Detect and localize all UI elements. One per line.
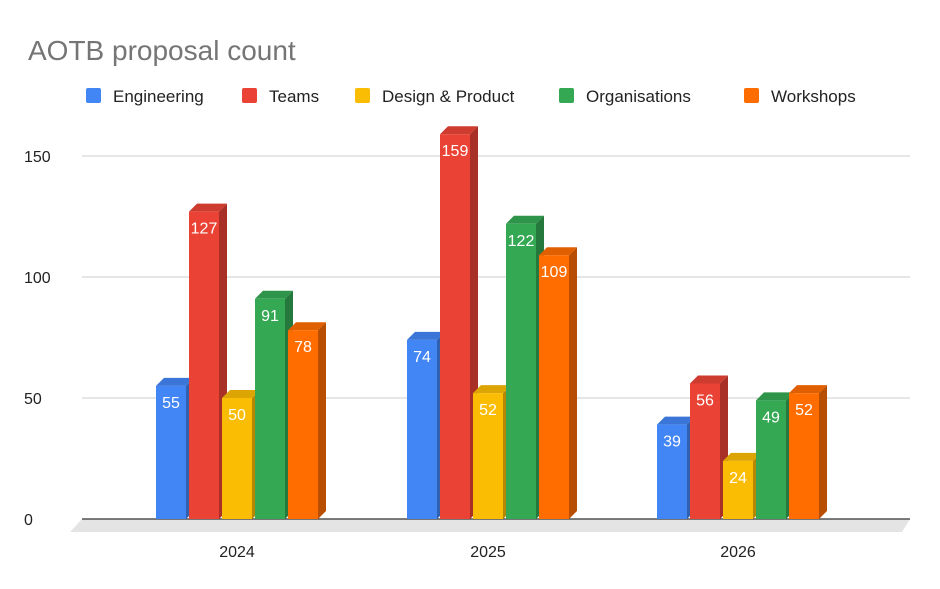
bar-top [690, 375, 728, 384]
bar-2026-engineering: 39 [657, 416, 695, 519]
bar-side [569, 247, 577, 519]
bar-top [506, 215, 544, 224]
legend-label: Organisations [586, 87, 691, 106]
data-label: 78 [294, 339, 312, 356]
data-label: 55 [162, 395, 180, 412]
legend-item-0: Engineering [86, 87, 204, 106]
bar-top [440, 126, 478, 135]
legend-item-3: Organisations [559, 87, 691, 106]
bar-side [819, 385, 827, 519]
bar-top [789, 385, 827, 394]
bar-2024-design-product: 50 [222, 390, 260, 519]
data-label: 52 [479, 402, 497, 419]
bar-front [288, 330, 318, 519]
legend-label: Teams [269, 87, 319, 106]
bar-front [789, 393, 819, 519]
bar-side [318, 322, 326, 519]
bar-front [690, 383, 720, 519]
data-label: 159 [442, 143, 469, 160]
bar-top [222, 390, 260, 398]
data-label: 74 [413, 349, 431, 366]
legend-item-4: Workshops [744, 87, 856, 106]
y-axis-ticks: 0 50 100 150 [24, 149, 51, 529]
legend-swatch [744, 88, 759, 103]
bar-top [657, 416, 695, 425]
bar-2024-workshops: 78 [288, 322, 326, 519]
data-label: 39 [663, 434, 681, 451]
legend-label: Design & Product [382, 87, 515, 106]
floor-plane [70, 519, 910, 532]
bar-front [440, 134, 470, 519]
bar-front [255, 298, 285, 519]
bar-2024-engineering: 55 [156, 377, 194, 519]
x-tick-label: 2025 [470, 544, 506, 561]
bar-front [723, 460, 753, 519]
bar-2026-organisations: 49 [756, 392, 794, 519]
legend-label: Engineering [113, 87, 204, 106]
bar-2026-design-product: 24 [723, 452, 761, 519]
bar-2026-teams: 56 [690, 375, 728, 519]
bar-2025-teams: 159 [440, 126, 478, 519]
y-tick-label: 150 [24, 149, 51, 166]
bar-top [255, 290, 293, 299]
chart-title: AOTB proposal count [28, 35, 296, 66]
bar-2025-organisations: 122 [506, 215, 544, 519]
bar-2024-teams: 127 [189, 203, 227, 519]
data-label: 49 [762, 409, 780, 426]
data-label: 127 [191, 221, 218, 238]
bar-front [473, 393, 503, 519]
bar-2025-engineering: 74 [407, 331, 445, 519]
bar-2024-organisations: 91 [255, 290, 293, 519]
legend-label: Workshops [771, 87, 856, 106]
bar-top [539, 247, 577, 256]
data-label: 56 [696, 392, 714, 409]
bar-top [473, 385, 511, 394]
bar-front [756, 400, 786, 519]
bar-top [156, 377, 194, 386]
legend-swatch [559, 88, 574, 103]
bar-front [407, 339, 437, 519]
chart-floor [70, 518, 910, 532]
data-label: 91 [261, 308, 279, 325]
bar-front [539, 255, 569, 519]
legend-item-1: Teams [242, 87, 319, 106]
bar-front [156, 385, 186, 519]
data-label: 50 [228, 407, 246, 424]
bar-2025-workshops: 109 [539, 247, 577, 519]
bar-2025-design-product: 52 [473, 385, 511, 519]
y-tick-label: 100 [24, 270, 51, 287]
x-tick-label: 2026 [720, 544, 756, 561]
bar-2026-workshops: 52 [789, 385, 827, 519]
bar-front [189, 211, 219, 519]
legend-swatch [242, 88, 257, 103]
bar-front [506, 223, 536, 519]
data-label: 52 [795, 402, 813, 419]
bar-top [407, 331, 445, 340]
data-label: 109 [541, 264, 568, 281]
data-label: 24 [729, 470, 747, 487]
bars: 55 127 50 91 78 74 159 52 122 109 39 56 24 49 52 [156, 126, 827, 519]
y-tick-label: 50 [24, 391, 42, 408]
legend-item-2: Design & Product [355, 87, 515, 106]
x-axis-ticks: 2024 2025 2026 [219, 544, 756, 561]
y-tick-label: 0 [24, 512, 33, 529]
bar-top [723, 452, 761, 461]
bar-top [288, 322, 326, 331]
legend-swatch [86, 88, 101, 103]
legend-swatch [355, 88, 370, 103]
bar-top [189, 203, 227, 212]
legend: Engineering Teams Design & Product Organisa… [86, 87, 856, 106]
bar-front [657, 424, 687, 519]
x-tick-label: 2024 [219, 544, 255, 561]
bar-top [756, 392, 794, 401]
bar-front [222, 398, 252, 519]
data-label: 122 [508, 233, 535, 250]
